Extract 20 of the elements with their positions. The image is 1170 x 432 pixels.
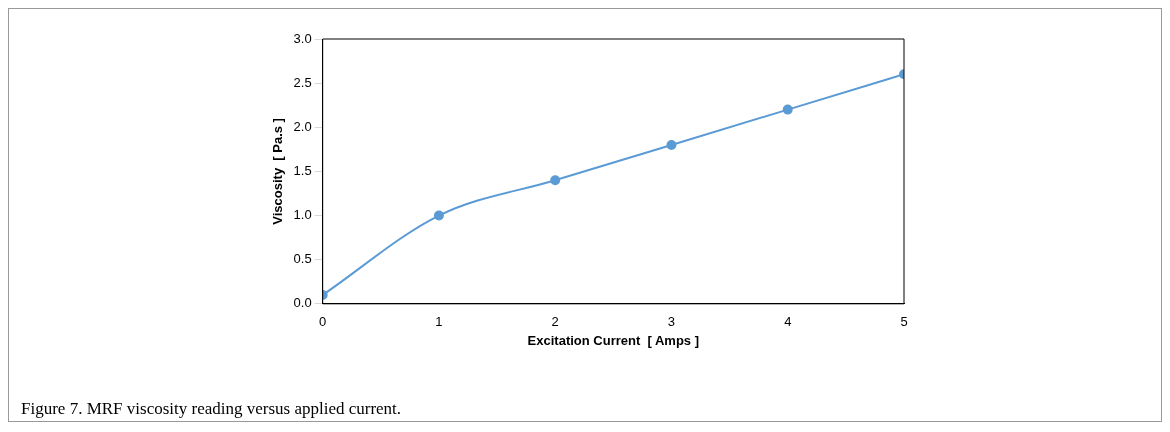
y-tick-label: 0.5 — [293, 251, 312, 267]
y-tick-label: 1.0 — [293, 207, 312, 223]
caption: Figure 7. MRF viscosity reading versus applied current. — [21, 399, 403, 419]
point — [550, 175, 561, 186]
point — [782, 104, 793, 115]
x-tick-label: 4 — [784, 314, 792, 330]
x-tick-label: 3 — [667, 314, 676, 330]
y-tick-label: 2.0 — [293, 118, 312, 134]
y-tick-label: 3.0 — [293, 30, 312, 46]
point — [433, 210, 444, 221]
y-tick-label: 1.5 — [293, 162, 312, 178]
x-tick-label: 2 — [551, 314, 559, 330]
point — [666, 139, 677, 150]
x-axis-title: Excitation Current [ Amps ] — [527, 332, 700, 348]
x-tick-label: 0 — [319, 314, 327, 330]
y-tick-label: 2.5 — [293, 74, 312, 90]
x-tick-label: 1 — [435, 314, 443, 330]
x-tick-label: 5 — [900, 314, 908, 330]
y-tick-label: 0.0 — [293, 295, 312, 311]
y-axis-title: Viscosity [ Pa.s ] — [270, 118, 286, 225]
